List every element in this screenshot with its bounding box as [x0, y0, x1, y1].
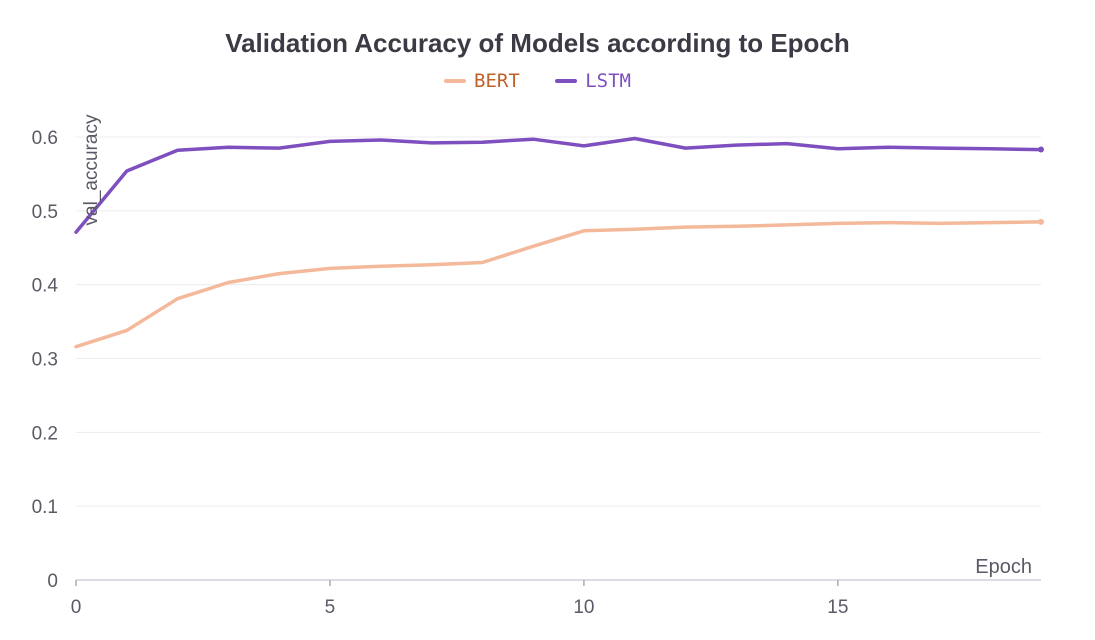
y-tick-label: 0.3: [32, 350, 58, 371]
y-tick-label: 0.5: [32, 202, 58, 223]
x-tick-label: 0: [71, 597, 82, 618]
chart-title: Validation Accuracy of Models according …: [225, 28, 850, 58]
legend-label-lstm: LSTM: [585, 70, 631, 92]
legend-item-lstm[interactable]: LSTM: [555, 70, 631, 92]
y-axis-label: val_accuracy: [81, 114, 102, 225]
legend-swatch-lstm: [555, 79, 578, 83]
legend-swatch-bert: [444, 79, 466, 83]
y-tick-label: 0.4: [32, 276, 59, 297]
series-end-point-lstm: [1038, 146, 1044, 153]
x-axis-label: Epoch: [975, 556, 1032, 578]
series-line-bert[interactable]: [74, 220, 1043, 349]
y-tick-label: 0.1: [32, 497, 58, 518]
x-tick-label: 5: [325, 597, 336, 618]
y-tick-label: 0.2: [32, 423, 58, 444]
y-tick-label: 0: [47, 571, 58, 592]
y-tick-label: 0.6: [32, 128, 58, 149]
series-line-lstm[interactable]: [74, 136, 1043, 234]
series-lines: [74, 136, 1044, 349]
legend-label-bert: BERT: [474, 70, 520, 92]
x-tick-label: 15: [827, 597, 848, 618]
legend: BERT LSTM: [0, 66, 1075, 92]
series-end-point-bert: [1038, 218, 1044, 225]
grid-lines: [76, 136, 1041, 507]
legend-item-bert[interactable]: BERT: [444, 70, 520, 92]
x-tick-label: 10: [573, 597, 594, 618]
axes: 0 0.1 0.2 0.3 0.4 0.5 0.6 0 5 10 15: [32, 128, 1041, 618]
